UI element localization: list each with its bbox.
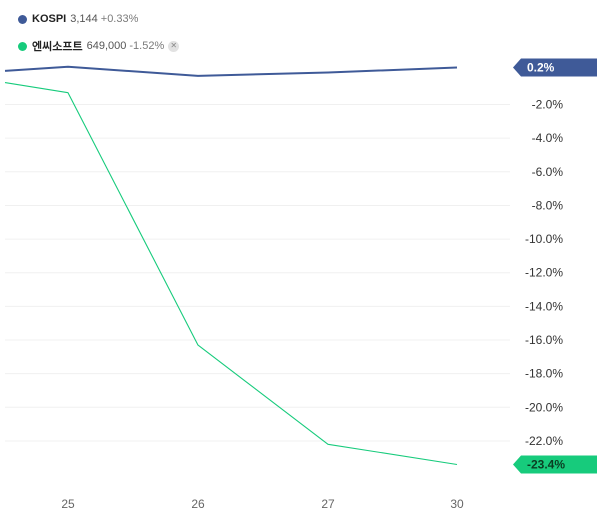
legend-change: +0.33% [100,13,139,25]
y-tick-label: -14.0% [525,299,563,313]
x-tick-label: 25 [61,497,75,511]
x-tick-label: 26 [191,497,205,511]
y-tick-label: -8.0% [532,198,564,212]
legend-item-kospi[interactable]: KOSPI 3,144 +0.33% [18,11,179,27]
series-line-kospi [4,65,458,77]
series-line-ncsoft [4,82,458,466]
y-tick-label: -6.0% [532,165,564,179]
last-value-label: 0.2% [527,61,555,75]
legend: KOSPI 3,144 +0.33% 엔씨소프트 649,000 -1.52% … [18,11,180,67]
x-tick-label: 27 [321,497,335,511]
legend-value: 649,000 [86,40,127,52]
legend-item-ncsoft[interactable]: 엔씨소프트 649,000 -1.52% ✕ [18,38,180,54]
y-tick-label: -4.0% [532,131,564,145]
y-tick-label: -2.0% [532,98,564,112]
series-color-dot [18,14,27,24]
y-tick-label: -18.0% [525,367,563,381]
legend-name: 엔씨소프트 [32,41,83,53]
y-tick-label: -20.0% [525,400,563,414]
series-color-dot [18,41,27,51]
y-tick-label: -10.0% [525,232,563,246]
legend-value: 3,144 [70,13,98,25]
last-value-tag [513,455,597,474]
x-tick-label: 30 [450,497,464,511]
y-tick-label: -16.0% [525,333,563,347]
last-value-label: -23.4% [527,458,565,472]
last-value-tag [513,58,597,77]
y-tick-label: -22.0% [525,434,563,448]
legend-change: -1.52% [129,40,165,52]
y-tick-label: -12.0% [525,266,563,280]
legend-name: KOSPI [32,13,67,25]
remove-series-icon[interactable]: ✕ [168,40,180,52]
